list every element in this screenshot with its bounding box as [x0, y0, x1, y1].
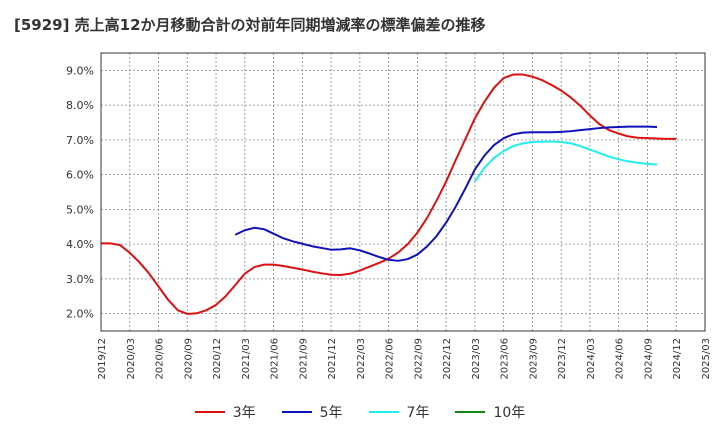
x-tick-label: 2022/06	[385, 338, 396, 380]
y-tick-label: 6.0%	[66, 169, 94, 182]
x-tick-label: 2022/09	[413, 338, 424, 380]
grid	[100, 53, 706, 331]
x-tick-label: 2022/12	[442, 338, 453, 380]
x-tick-label: 2024/09	[643, 338, 654, 380]
y-tick-label: 7.0%	[66, 134, 94, 147]
x-tick-label: 2023/12	[557, 338, 568, 380]
series-line-5年	[234, 125, 658, 262]
series-lines	[101, 73, 677, 315]
x-tick-label: 2020/09	[183, 338, 194, 380]
x-tick-label: 2024/12	[672, 338, 683, 380]
legend-swatch	[455, 411, 486, 413]
plot-border	[100, 52, 706, 332]
legend-swatch	[194, 411, 225, 413]
x-tick-label: 2025/03	[701, 338, 712, 380]
y-tick-label: 5.0%	[66, 203, 94, 216]
x-tick-label: 2021/12	[327, 338, 338, 380]
legend-item: 7年	[368, 402, 430, 422]
y-tick-label: 3.0%	[66, 273, 94, 286]
x-tick-label: 2023/06	[500, 338, 511, 380]
x-tick-label: 2021/03	[241, 338, 252, 380]
legend-label: 3年	[232, 405, 256, 421]
y-axis-ticks: 2.0% 3.0% 4.0% 5.0% 6.0% 7.0% 8.0% 9.0%	[66, 64, 94, 320]
series-line-7年	[474, 140, 658, 183]
legend-label: 5年	[319, 405, 343, 421]
legend-item: 10年	[455, 402, 525, 422]
y-tick-label: 2.0%	[66, 308, 94, 321]
x-tick-label: 2022/03	[356, 338, 367, 380]
y-tick-label: 8.0%	[66, 99, 94, 112]
x-tick-label: 2019/12	[97, 338, 108, 380]
y-tick-label: 9.0%	[66, 64, 94, 77]
legend-item: 5年	[281, 402, 343, 422]
x-tick-label: 2024/03	[586, 338, 597, 380]
x-tick-label: 2020/12	[212, 338, 223, 380]
x-axis-ticks: 2019/12 2020/03 2020/06 2020/09 2020/12 2021/…	[97, 338, 712, 380]
x-tick-label: 2021/09	[298, 338, 309, 380]
x-tick-label: 2023/09	[528, 338, 539, 380]
legend-swatch	[368, 411, 399, 413]
legend: 3年 5年 7年 10年	[0, 402, 720, 422]
legend-swatch	[281, 411, 312, 413]
legend-label: 10年	[493, 405, 526, 421]
x-tick-label: 2023/03	[471, 338, 482, 380]
x-tick-label: 2024/06	[615, 338, 626, 380]
y-tick-label: 4.0%	[66, 238, 94, 251]
legend-label: 7年	[406, 405, 430, 421]
x-tick-label: 2020/06	[155, 338, 166, 380]
chart-title: [5929] 売上高12か月移動合計の対前年同期増減率の標準偏差の推移	[14, 16, 486, 34]
legend-item: 3年	[194, 402, 256, 422]
x-tick-label: 2020/03	[126, 338, 137, 380]
x-tick-label: 2021/06	[270, 338, 281, 380]
